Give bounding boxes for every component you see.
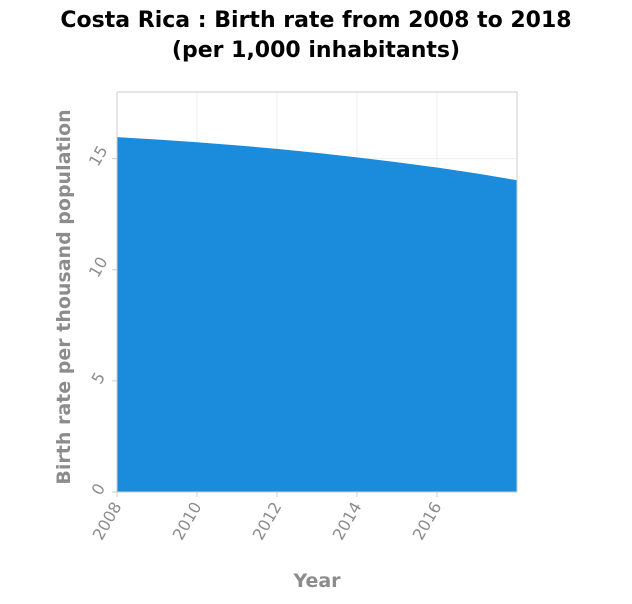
plot-frame <box>116 91 518 493</box>
chart-title: Costa Rica : Birth rate from 2008 to 201… <box>0 6 632 66</box>
y-tick-label: 15 <box>85 142 112 169</box>
y-axis-title: Birth rate per thousand population <box>53 109 75 484</box>
x-axis-title: Year <box>292 570 341 592</box>
x-tick-label: 2012 <box>249 499 286 544</box>
y-tick-label: 10 <box>85 253 112 280</box>
y-axis-ticks: 0 5 10 15 <box>85 142 117 498</box>
y-tick-label: 0 <box>87 480 109 498</box>
x-tick-label: 2008 <box>89 499 126 544</box>
plot-area <box>117 137 517 492</box>
x-tick-label: 2014 <box>329 499 366 544</box>
chart-title-line-1: Costa Rica : Birth rate from 2008 to 201… <box>60 8 572 33</box>
chart-title-line-2: (per 1,000 inhabitants) <box>171 38 461 63</box>
y-tick-label: 5 <box>87 369 109 387</box>
area-series-birth-rate <box>117 137 517 492</box>
x-tick-label: 2016 <box>409 499 446 544</box>
plot-border <box>116 91 518 493</box>
x-tick-label: 2010 <box>169 499 206 544</box>
x-axis-ticks: 2008 2010 2012 2014 2016 <box>89 492 446 544</box>
